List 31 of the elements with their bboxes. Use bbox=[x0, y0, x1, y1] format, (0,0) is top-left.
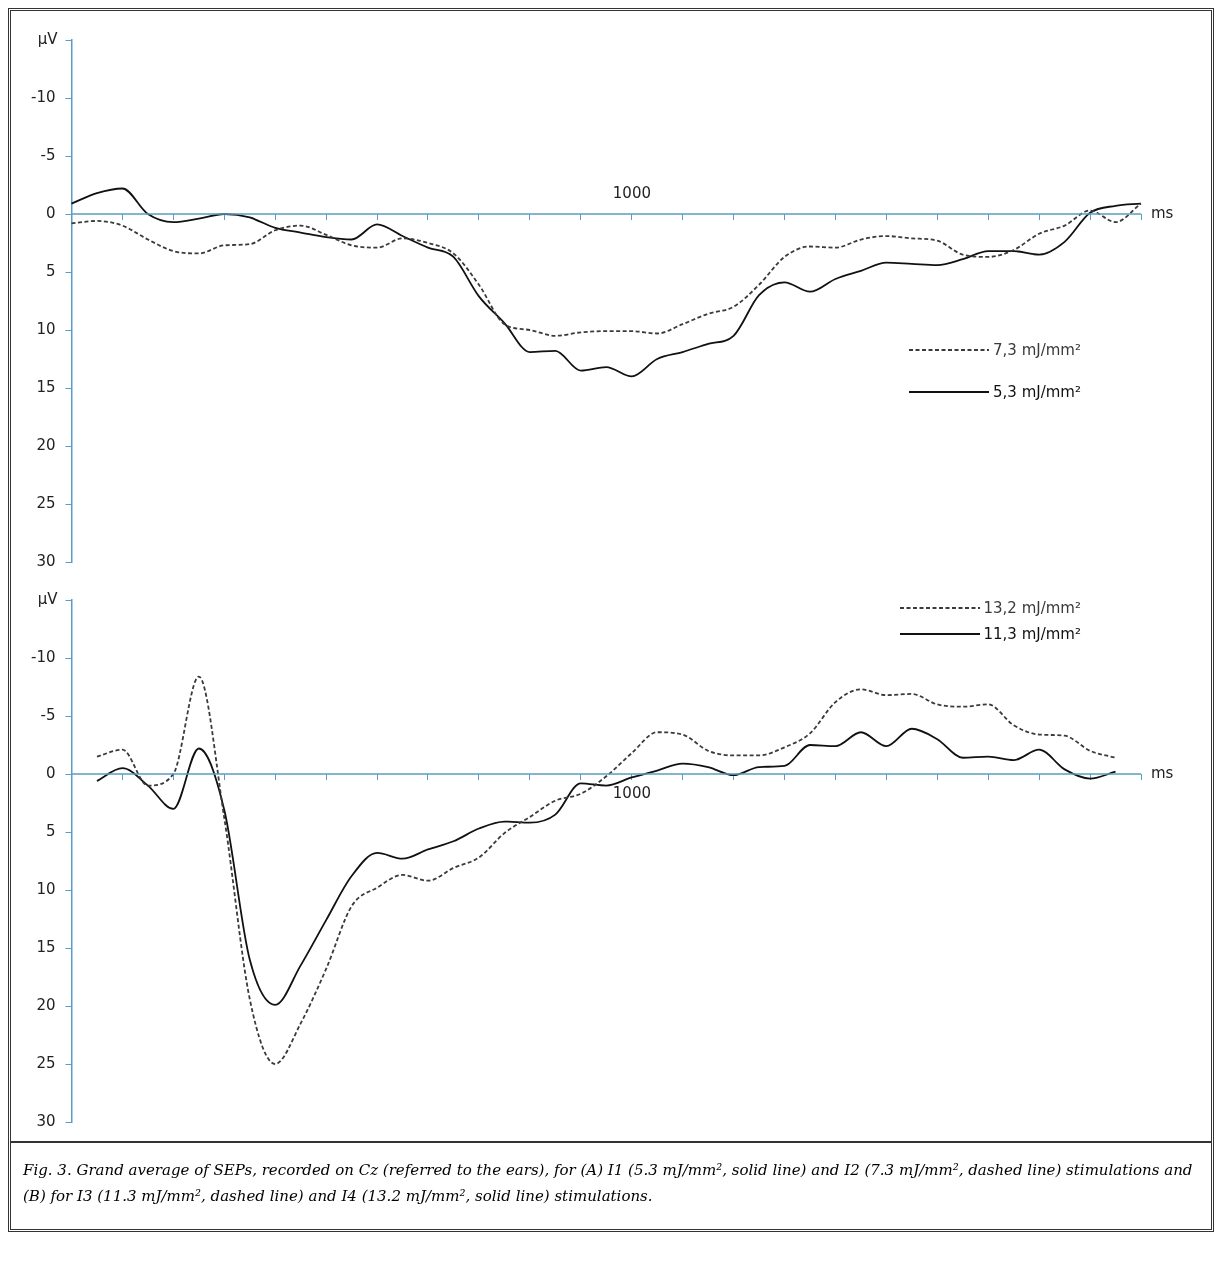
y-tick-label: -10 bbox=[31, 87, 56, 106]
y-tick-label: 15 bbox=[36, 377, 56, 396]
y-tick-label: 30 bbox=[36, 1111, 56, 1130]
y-tick-label: 0 bbox=[45, 763, 56, 782]
y-tick-label: 15 bbox=[36, 937, 56, 956]
y-tick-label: 25 bbox=[36, 493, 56, 512]
y-tick-label: -10 bbox=[31, 647, 56, 666]
x-axis-title: ms bbox=[1151, 203, 1174, 222]
line-series bbox=[96, 675, 1117, 1065]
y-axis-title: µV bbox=[37, 589, 59, 608]
y-tick-label: 10 bbox=[36, 319, 56, 338]
y-tick-label: 10 bbox=[36, 879, 56, 898]
text: 5,3 mJ/mm² bbox=[993, 383, 1081, 401]
text: 13,2 mJ/mm² bbox=[983, 599, 1081, 617]
y-tick-label: 5 bbox=[45, 261, 56, 280]
y-tick-label: 20 bbox=[36, 995, 56, 1014]
y-tick-label: 30 bbox=[36, 551, 56, 570]
y-axis-title: µV bbox=[37, 29, 59, 48]
y-tick-label: -5 bbox=[40, 145, 56, 164]
line-series bbox=[96, 727, 1117, 1006]
x-axis-title: ms bbox=[1151, 763, 1174, 782]
y-tick-label: 25 bbox=[36, 1053, 56, 1072]
y-tick-label: 0 bbox=[45, 203, 56, 222]
text: 7,3 mJ/mm² bbox=[993, 341, 1081, 359]
text: 11,3 mJ/mm² bbox=[983, 625, 1081, 643]
y-tick-label: 5 bbox=[45, 821, 56, 840]
annotation: 1000 bbox=[612, 183, 652, 202]
y-tick-label: -5 bbox=[40, 705, 56, 724]
y-tick-label: 20 bbox=[36, 435, 56, 454]
caption: Fig. 3. Grand average of SEPs, recorded on Cz (referred to the ears), for (A) I1 (5.3 mJ/mm², solid line) and I2 (7.3 mJ/mm², dashed line) stimulations and (B) for I3 (11.3 mJ/mm², dashed line) and I4 (13.2 mJ/mm², solid line) stimulations. bbox=[11, 1141, 1211, 1229]
annotation: 1000 bbox=[612, 783, 652, 802]
